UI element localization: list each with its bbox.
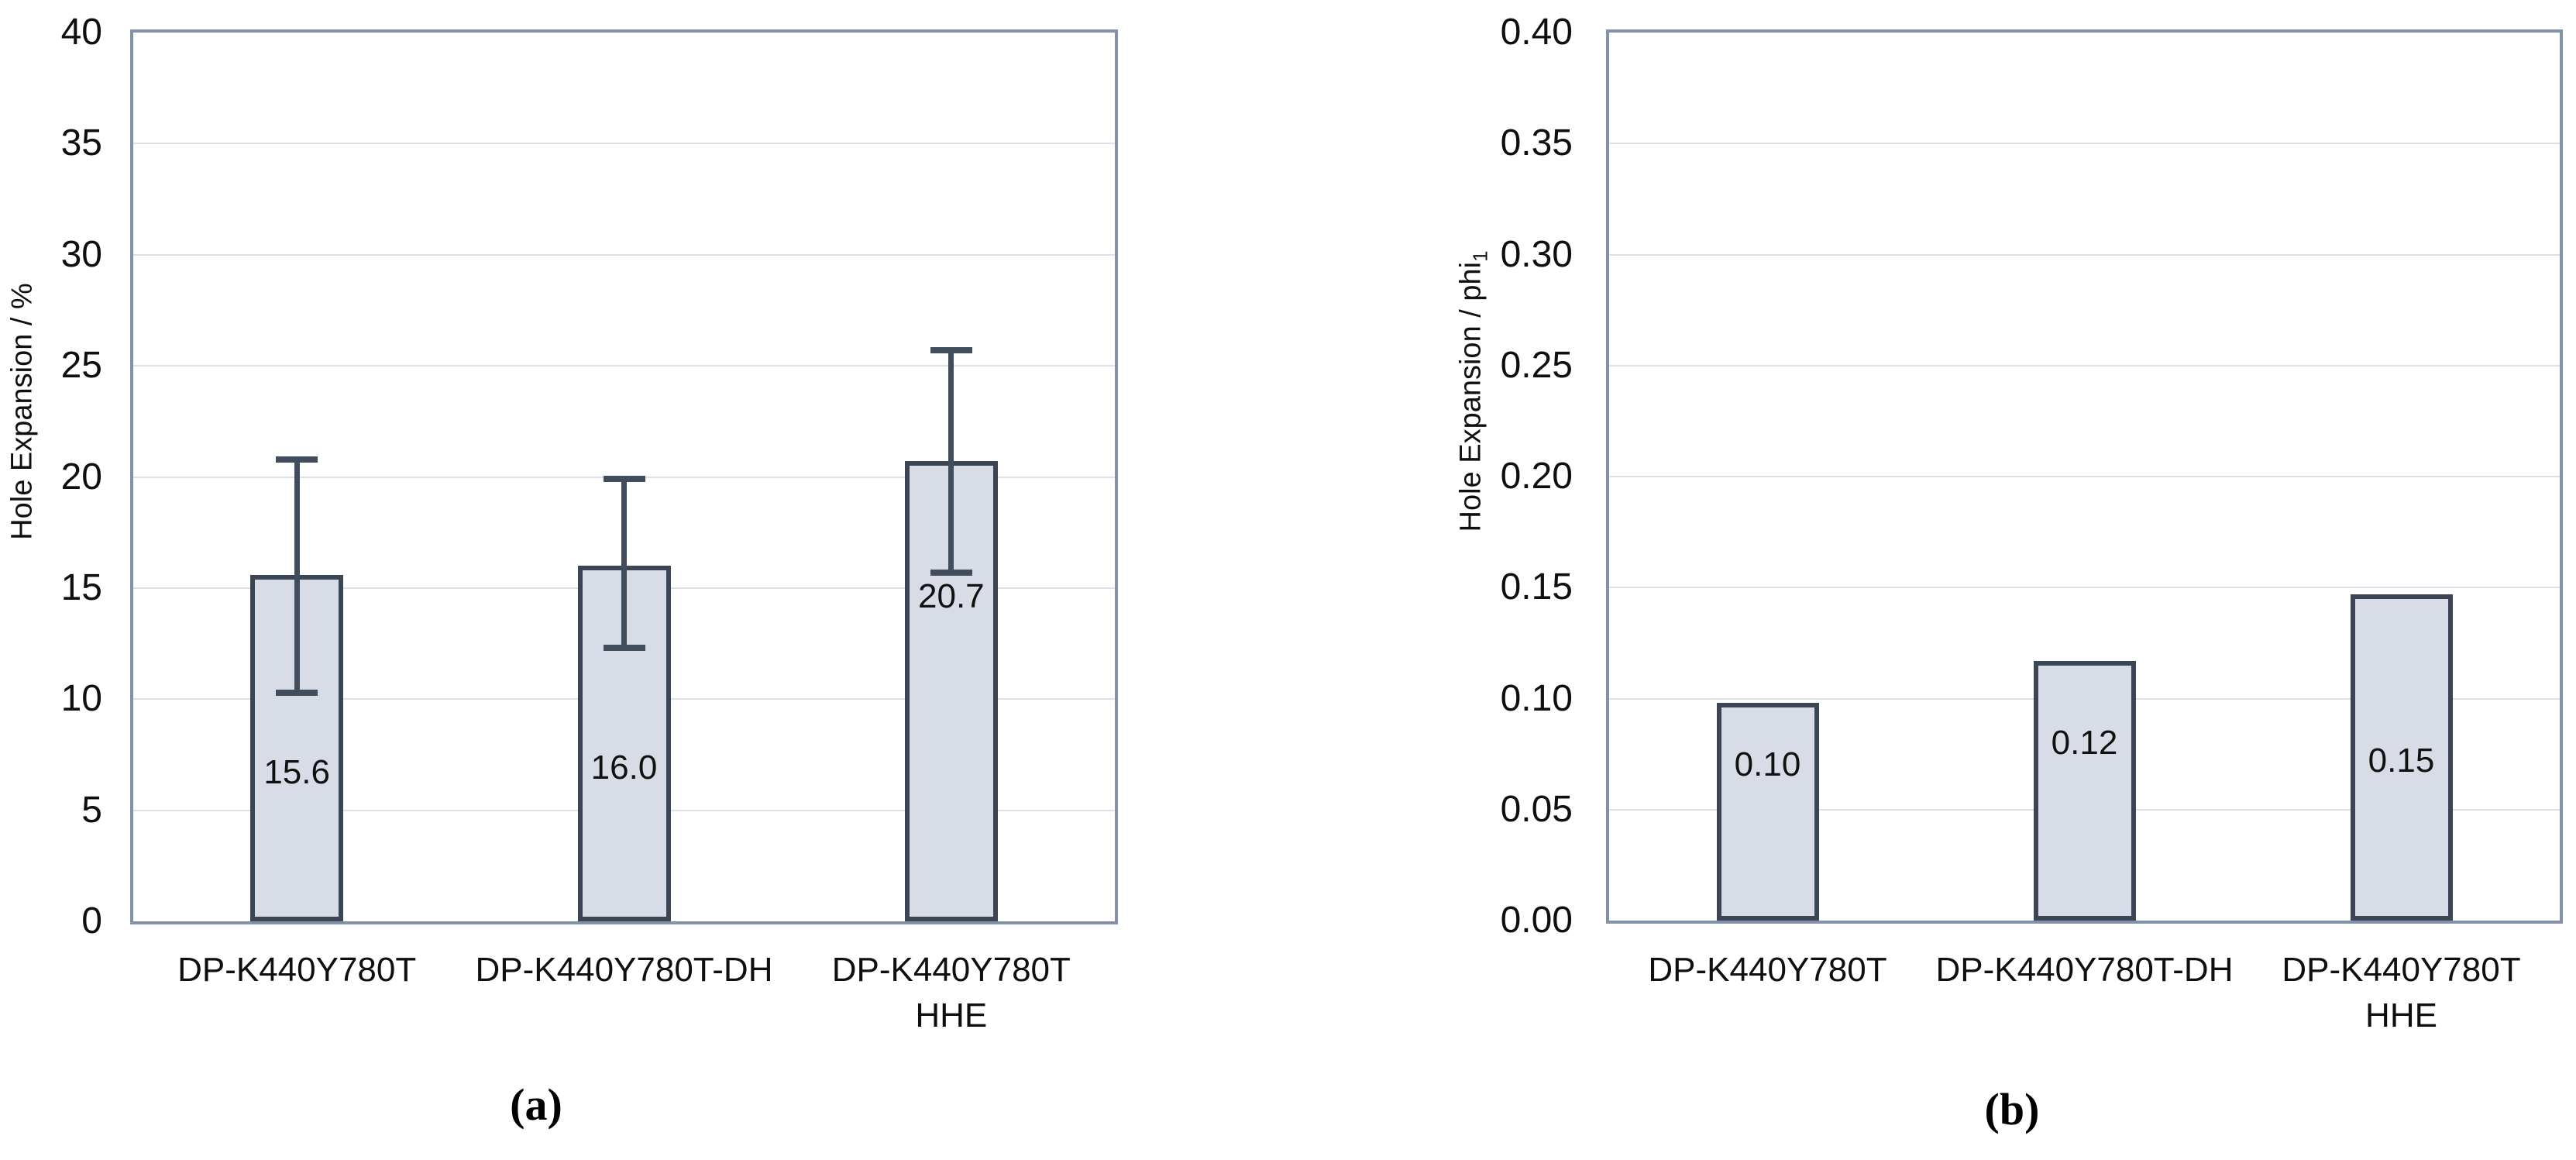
gridline-b-0.30 — [1609, 253, 2560, 256]
value-label-b-3: 0.15 — [2368, 741, 2435, 780]
y-tick-label-b-0.15: 0.15 — [1500, 566, 1573, 608]
caption-a: (a) — [510, 1079, 562, 1130]
y-tick-label-a-25: 25 — [60, 345, 102, 387]
x-axis-label-b-3: DP-K440Y780T HHE — [2282, 951, 2521, 1035]
error-bar-cap-low-a-2 — [603, 645, 645, 652]
error-bar-cap-low-a-3 — [930, 569, 972, 576]
gridline-a-25 — [133, 365, 1115, 367]
y-tick-label-b-0.40: 0.40 — [1500, 12, 1573, 53]
error-bar-whisker-a-2 — [621, 479, 627, 649]
bar-b-1 — [1716, 703, 1819, 921]
value-label-a-2: 16.0 — [590, 749, 658, 787]
gridline-a-30 — [133, 253, 1115, 256]
y-tick-label-b-0.20: 0.20 — [1500, 456, 1573, 497]
gridline-b-0.35 — [1609, 143, 2560, 145]
plot-area-b: 0.10 0.12 0.15 — [1606, 29, 2563, 924]
y-tick-label-a-0: 0 — [81, 900, 102, 941]
x-axis-label-a-3: DP-K440Y780T HHE — [831, 951, 1071, 1035]
plot-area-a: 15.6 16.0 20.7 — [130, 29, 1118, 924]
error-bar-cap-high-a-2 — [603, 476, 645, 483]
bar-b-2 — [2033, 660, 2136, 921]
y-tick-label-a-40: 40 — [60, 12, 102, 53]
y-tick-label-a-5: 5 — [81, 789, 102, 831]
y-tick-label-a-10: 10 — [60, 678, 102, 720]
value-label-a-1: 15.6 — [263, 752, 330, 791]
caption-b: (b) — [1984, 1084, 2040, 1134]
x-axis-label-b-2: DP-K440Y780T-DH — [1935, 951, 2234, 989]
x-axis-label-b-1: DP-K440Y780T — [1648, 951, 1887, 989]
error-bar-whisker-a-1 — [294, 459, 300, 693]
gridline-b-0.25 — [1609, 364, 2560, 367]
y-tick-label-a-35: 35 — [60, 122, 102, 164]
error-bar-whisker-a-3 — [948, 350, 954, 573]
y-tick-label-b-0.25: 0.25 — [1500, 344, 1573, 386]
gridline-a-35 — [133, 143, 1115, 145]
y-tick-label-b-0.10: 0.10 — [1500, 677, 1573, 719]
y-tick-label-a-15: 15 — [60, 566, 102, 608]
error-bar-cap-high-a-3 — [930, 347, 972, 354]
value-label-a-3: 20.7 — [918, 577, 985, 616]
value-label-b-2: 0.12 — [2051, 723, 2118, 762]
gridline-b-0.15 — [1609, 587, 2560, 589]
x-axis-label-a-1: DP-K440Y780T — [177, 951, 417, 989]
x-axis-label-a-2: DP-K440Y780T-DH — [475, 951, 773, 989]
y-tick-label-b-0.00: 0.00 — [1500, 900, 1573, 941]
y-tick-label-a-30: 30 — [60, 233, 102, 275]
error-bar-cap-high-a-1 — [276, 456, 318, 463]
y-tick-label-b-0.30: 0.30 — [1500, 233, 1573, 275]
bar-b-3 — [2350, 594, 2453, 921]
y-tick-label-b-0.35: 0.35 — [1500, 122, 1573, 164]
error-bar-cap-low-a-1 — [276, 689, 318, 696]
gridline-b-0.20 — [1609, 476, 2560, 477]
value-label-b-1: 0.10 — [1734, 745, 1801, 784]
y-tick-label-b-0.05: 0.05 — [1500, 788, 1573, 830]
y-tick-label-a-20: 20 — [60, 456, 102, 497]
